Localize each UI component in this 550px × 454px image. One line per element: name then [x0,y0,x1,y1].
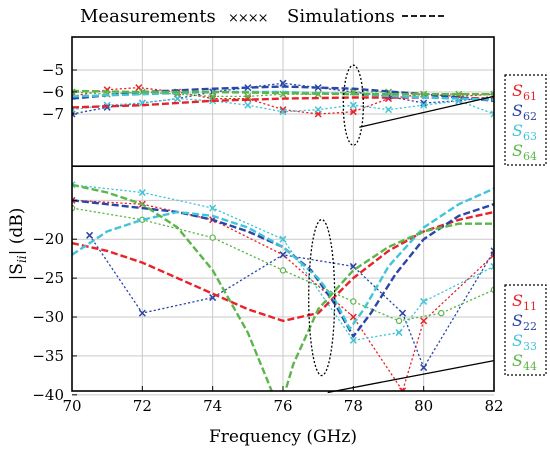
x-tick-label: 74 [203,397,222,415]
lower-group-ellipse [308,218,336,377]
series-layer [72,79,494,391]
y-axis-label-sub: ii [15,255,29,263]
upper-group-label: S61 [512,81,537,103]
series-s11-measured-point [72,196,76,204]
y-tick-label: −7 [42,105,64,123]
series-s33-measured-point [420,297,428,305]
y-tick-label: −40 [32,386,64,404]
upper-group-label: S62 [512,101,537,123]
y-tick-label: −35 [32,347,64,365]
series-s61-measured-point [349,108,357,116]
series-s64-measured-point [244,92,252,100]
x-tick-label: 78 [344,397,363,415]
series-s63-measured-point [420,101,428,109]
upper-group-label: S63 [512,121,537,143]
series-s44-measured-point [350,298,357,305]
lower-group-label: S33 [512,331,537,353]
series-s62-measured-point [279,79,287,87]
series-s64-simulated-line [72,89,494,96]
y-axis-label-suffix: | (dB) [7,208,27,256]
y-tick-label: −20 [32,230,64,248]
series-s63-measured-point [490,110,494,118]
series-s22-measured-point [349,262,357,270]
series-s33-measured-point [395,329,403,337]
x-tick-label: 76 [273,397,292,415]
series-s44-simulated-line [72,183,494,391]
x-tick-label: 70 [62,397,81,415]
x-axis-label: Frequency (GHz) [209,427,357,447]
upper-group-ellipse [342,64,364,146]
series-s33-measured-point [279,235,287,243]
series-s33-measured-point [349,336,357,344]
lower-group-label: S11 [512,291,537,313]
series-s33-measured-point [209,204,217,212]
series-s11-measured-point [420,317,428,325]
series-s44-measured-point [279,267,287,274]
y-tick-label: −6 [42,83,64,101]
series-s33-measured-point [138,189,146,197]
y-axis-label: |Sii| (dB) [7,208,29,281]
upper-group-label: S64 [512,141,537,163]
y-tick-label: −30 [32,308,64,326]
y-tick-label: −25 [32,269,64,287]
legend: Measurements ×××× Simulations [80,6,444,27]
series-s22-measured-point [86,231,94,239]
series-s22-measured-point [420,364,428,372]
series-s33-simulated-line [72,187,494,330]
legend-measurements-marker: ×××× [228,11,268,26]
series-s63-measured-point [279,108,287,116]
x-tick-label: 72 [133,397,152,415]
lower-group-box [504,284,547,376]
series-s44-measured-line [72,207,494,322]
series-s63-measured-point [314,106,322,114]
series-s33-measured-point [72,181,76,189]
y-tick-label: −5 [42,61,64,79]
series-s44-measured-point [209,234,216,241]
series-s64-measured-point [209,92,217,100]
series-s44-measured-point [395,317,403,325]
x-tick-label: 80 [414,397,433,415]
lower-group-pointer [327,359,495,394]
series-s63-measured-point [384,106,393,114]
series-s22-measured-point [279,251,287,259]
series-s63-measured-point [349,101,357,109]
upper-group-box [504,74,547,166]
series-s22-measured-point [490,247,494,255]
upper-group-pointer [359,95,495,128]
legend-measurements-label: Measurements [80,6,216,27]
series-s61-measured-point [279,106,287,114]
series-s63-measured-point [244,101,252,109]
y-axis-label-prefix: |S [7,263,27,280]
x-tick-label: 82 [484,397,503,415]
series-s44-measured-point [438,309,445,317]
legend-simulations-label: Simulations [287,6,395,27]
series-s11-simulated-line [72,210,494,323]
series-s33-measured-point [490,262,494,270]
annotations [308,64,495,394]
series-s22-measured-line [89,234,494,370]
lower-group-label: S22 [512,311,537,333]
series-s22-measured-point [138,309,146,317]
lower-group-label: S44 [512,351,537,373]
axes: 70 72 74 76 78 80 82 −5 −6 −7 −20 −25 −30 −35 −40 [32,61,503,415]
series-s22-measured-point [399,309,407,317]
